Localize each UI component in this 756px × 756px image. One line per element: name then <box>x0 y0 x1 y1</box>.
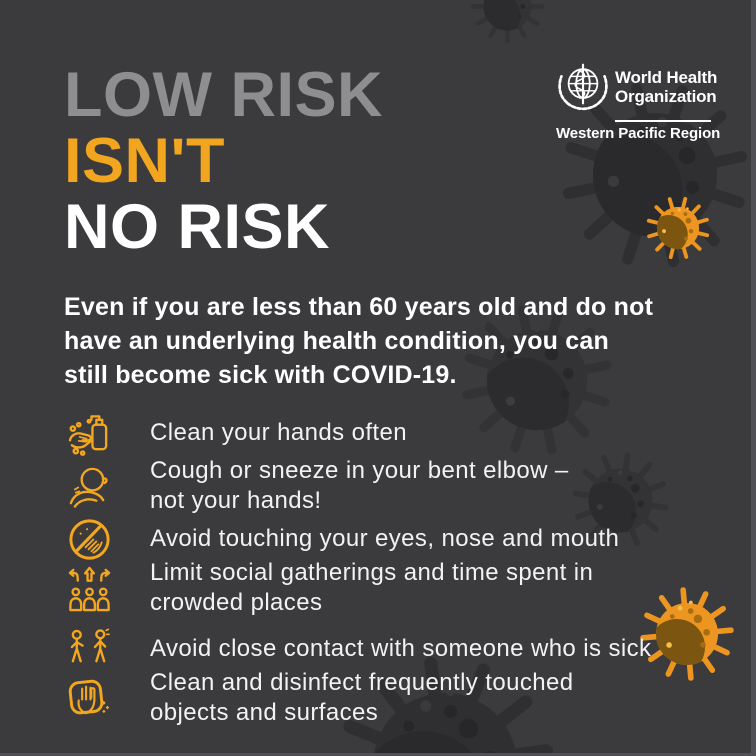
avoid-close-contact-icon <box>64 626 114 673</box>
handwashing-icon <box>64 410 114 457</box>
tip-text: Avoid close contact with someone who is … <box>150 635 652 662</box>
avoid-touching-face-icon <box>64 516 114 563</box>
who-logo: World Health Organization Western Pacifi… <box>556 60 720 142</box>
list-item: Avoid close contact with someone who is … <box>64 622 651 676</box>
limit-gatherings-icon <box>64 565 114 612</box>
list-item: Clean your hands often <box>64 406 407 460</box>
virus-icon <box>471 0 544 43</box>
headline-isnt: ISN'T <box>64 126 225 196</box>
tip-text: Avoid touching your eyes, nose and mouth <box>150 525 620 552</box>
headline-low-risk: LOW RISK <box>64 60 383 130</box>
who-region-label: Western Pacific Region <box>556 125 721 142</box>
clean-surfaces-icon <box>64 675 114 722</box>
who-org-name: World Health Organization <box>615 68 718 106</box>
list-item: Limit social gatherings and time spent i… <box>64 556 593 620</box>
cough-into-elbow-icon <box>64 463 114 510</box>
tip-text: Clean and disinfect frequently touched o… <box>150 669 574 726</box>
who-logo-divider <box>615 120 711 122</box>
list-item: Clean and disinfect frequently touched o… <box>64 666 573 730</box>
tip-text: Cough or sneeze in your bent elbow – not… <box>150 457 569 514</box>
list-item: Avoid touching your eyes, nose and mouth <box>64 512 619 566</box>
intro-paragraph: Even if you are less than 60 years old a… <box>64 293 654 389</box>
tip-text: Clean your hands often <box>150 419 407 446</box>
list-item: Cough or sneeze in your bent elbow – not… <box>64 454 569 518</box>
headline: LOW RISK ISN'T NO RISK <box>64 62 383 260</box>
tip-text: Limit social gatherings and time spent i… <box>150 559 594 616</box>
headline-no-risk: NO RISK <box>64 192 331 262</box>
who-emblem-icon <box>558 63 608 111</box>
